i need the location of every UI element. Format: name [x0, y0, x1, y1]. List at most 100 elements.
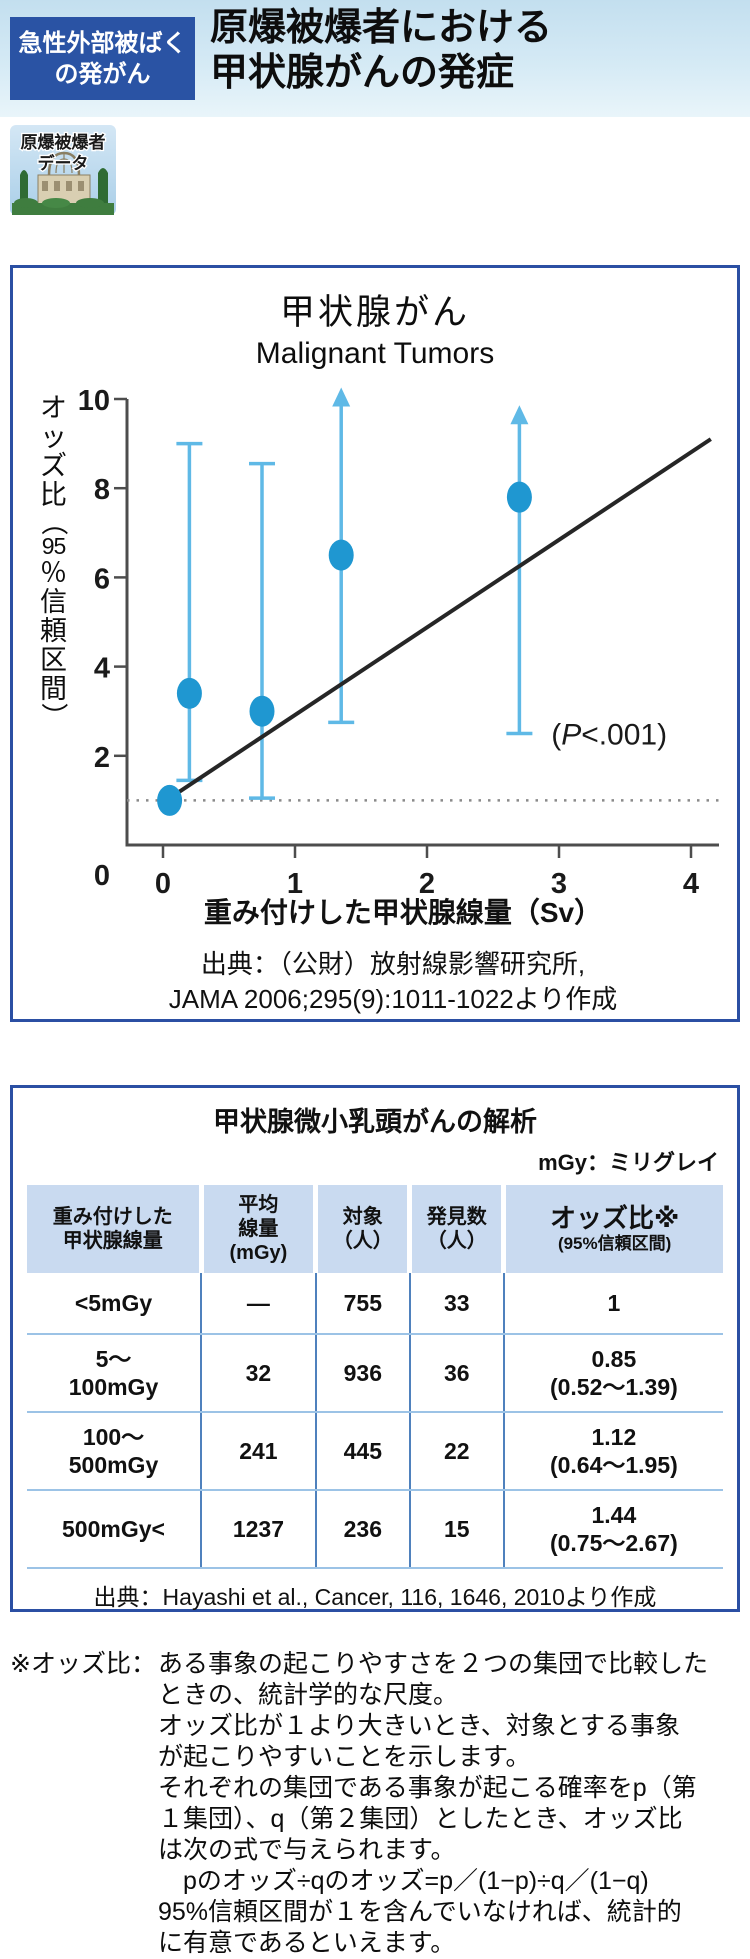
page-title: 原爆被爆者における 甲状腺がんの発症 — [210, 6, 552, 96]
table-cell: 241 — [201, 1412, 317, 1491]
table-cell: 100～ 500mGy — [27, 1412, 202, 1491]
odds-ratio-footnote: ※オッズ比： ある事象の起こりやすさを２つの集団で比較した ときの、統計学的な尺度… — [10, 1649, 747, 1959]
table-cell: 0.85 (0.52～1.39) — [503, 1334, 723, 1413]
column-header: 対象 （人） — [313, 1185, 413, 1273]
x-tick-label: 0 — [155, 868, 171, 895]
abomb-survivor-data-stamp: 原爆被爆者 データ — [8, 123, 118, 217]
y-axis-label-char: 信 — [40, 587, 67, 617]
chart-source-line1: 出典：（公財）放射線影響研究所, — [200, 949, 586, 979]
column-header: 発見数 （人） — [407, 1185, 507, 1273]
footnote-line: ある事象の起こりやすさを２つの集団で比較した — [157, 1650, 708, 1678]
table-cell: 1.44 (0.75～2.67) — [503, 1490, 723, 1569]
table-cell: 1.12 (0.64～1.95) — [503, 1412, 723, 1491]
axis-line — [125, 399, 719, 847]
footnote-label: ※オッズ比： — [10, 1650, 156, 1678]
y-axis-label-char: 頼 — [40, 616, 67, 646]
analysis-table: 重み付けした 甲状腺線量 平均 線量 (mGy) 対象 （人） 発見数 （人） オッズ比※ (95%… — [27, 1185, 723, 1569]
x-tick-label: 4 — [683, 868, 699, 895]
table-cell: 936 — [315, 1334, 411, 1413]
x-tick-label: 1 — [287, 868, 303, 895]
table-cell: 32 — [201, 1334, 317, 1413]
footnote-text: ある事象の起こりやすさを２つの集団で比較した ときの、統計学的な尺度。オッズ比が１… — [158, 1649, 747, 1959]
table-cell: — — [201, 1273, 317, 1335]
y-tick-label: 2 — [94, 742, 110, 774]
data-point — [157, 784, 183, 816]
table-title: 甲状腺微小乳頭がんの解析 — [213, 1107, 537, 1137]
y-axis-label-char: ズ — [40, 451, 67, 481]
y-tick-label: 4 — [94, 653, 110, 685]
y-axis-label-char: オ — [40, 393, 67, 423]
table-cell: 1237 — [201, 1490, 317, 1569]
column-header: 平均 線量 (mGy) — [198, 1185, 319, 1273]
column-header: オッズ比※ (95%信頼区間) — [501, 1185, 723, 1273]
footnote-line: は次の式で与えられます。 — [157, 1836, 456, 1864]
y-axis-label-char: 比 — [40, 480, 67, 510]
footnote-line: ときの、統計学的な尺度。 — [157, 1681, 458, 1709]
footnote-line: オッズ比が１より大きいとき、対象とする事象 — [157, 1712, 680, 1740]
stamp-label-line1: 原爆被爆者 — [21, 132, 106, 152]
chart-subtitle: Malignant Tumors — [255, 337, 495, 370]
y-axis-label-char: ％ — [40, 558, 67, 588]
y-axis-label-char: （ — [38, 508, 69, 536]
table-row: 5～ 100mGy 32 936 36 0.85 (0.52～1.39) — [27, 1334, 723, 1413]
chart-source: 出典：（公財）放射線影響研究所, JAMA 2006;295(9):1011-1… — [93, 947, 693, 1017]
y-tick-label: 10 — [78, 385, 110, 417]
table-cell: 33 — [409, 1273, 505, 1335]
chart-panel: 甲状腺がん Malignant Tumors オッズ比（95 ％信頼区間） 0 2 4… — [10, 265, 740, 1022]
y-axis-label-char: ッ — [40, 422, 67, 452]
table-cell: 15 — [409, 1490, 505, 1569]
footnote-line: に有意であるといえます。 — [157, 1929, 456, 1957]
table-cell: 755 — [315, 1273, 411, 1335]
page-header: 急性外部被ばく の発がん 原爆被爆者における 甲状腺がんの発症 — [0, 0, 750, 117]
table-cell: 36 — [409, 1334, 505, 1413]
table-cell: 236 — [315, 1490, 411, 1569]
table-header-row: 重み付けした 甲状腺線量 平均 線量 (mGy) 対象 （人） 発見数 （人） オッズ比※ (95%… — [27, 1185, 723, 1273]
footnote-line: が起こりやすいことを示します。 — [157, 1743, 531, 1771]
chart-title: 甲状腺がん — [279, 293, 470, 332]
y-axis-label: オッズ比（95 ％信頼区間） — [38, 393, 69, 730]
footnote-line: 95%信頼区間が１を含んでいなければ、統計的 — [157, 1898, 682, 1926]
data-point — [328, 539, 354, 571]
unit-note: mGy：ミリグレイ — [538, 1150, 719, 1175]
footnote-line: pのオッズ÷qのオッズ=p／(1−p)÷q／(1−q) — [157, 1867, 649, 1895]
trend-line — [168, 437, 712, 800]
footnote-line: １集団）、q（第２集団）としたとき、オッズ比 — [157, 1805, 683, 1833]
y-axis-label-char: 間 — [40, 674, 67, 704]
table-cell: <5mGy — [27, 1273, 202, 1335]
table-cell: 445 — [315, 1412, 411, 1491]
table-cell: 22 — [409, 1412, 505, 1491]
scatter-plot: 0 2 4 6 8 10 0 1 2 3 4 (P<.001) — [78, 385, 721, 895]
data-point — [249, 695, 275, 727]
x-tick-label: 2 — [419, 868, 435, 895]
page-title-line2: 甲状腺がんの発症 — [210, 52, 515, 94]
y-tick-label: 0 — [94, 860, 110, 892]
page-title-line1: 原爆被爆者における — [210, 7, 553, 49]
x-axis-label: 重み付けした甲状腺線量（Sv） — [203, 897, 603, 928]
y-tick-label: 8 — [94, 474, 110, 506]
chart-source-line2: JAMA 2006;295(9):1011-1022より作成 — [168, 984, 618, 1014]
x-tick-label: 3 — [551, 868, 567, 895]
y-axis-label-char: 区 — [40, 645, 67, 675]
stamp-label-line2: データ — [38, 153, 89, 173]
abomb-dome-icon: 原爆被爆者 データ — [10, 125, 116, 215]
data-point — [176, 677, 202, 709]
table-row: 100～ 500mGy 241 445 22 1.12 (0.64～1.95) — [27, 1412, 723, 1491]
y-axis-label-char: ） — [38, 702, 69, 730]
y-tick-label: 6 — [94, 563, 110, 595]
table-row: <5mGy —755 33 1 — [27, 1273, 723, 1335]
table-cell: 1 — [503, 1273, 723, 1335]
table-cell: 500mGy< — [27, 1490, 202, 1569]
data-point — [506, 481, 532, 513]
table-cell: 5～ 100mGy — [27, 1334, 202, 1413]
p-value-annotation: (P<.001) — [551, 719, 667, 752]
table-row: 500mGy< 1237 236 15 1.44 (0.75～2.67) — [27, 1490, 723, 1569]
error-bar-arrowhead — [510, 405, 529, 425]
y-axis-label-char: 95 — [41, 533, 67, 559]
table-panel: 甲状腺微小乳頭がんの解析 mGy：ミリグレイ 重み付けした 甲状腺線量 平均 線量 (m… — [10, 1085, 740, 1612]
column-header: 重み付けした 甲状腺線量 — [27, 1185, 204, 1273]
category-badge: 急性外部被ばく の発がん — [10, 17, 195, 100]
table-source: 出典：Hayashi et al., Cancer, 116, 1646, 20… — [93, 1584, 657, 1610]
badge-text-line1: 急性外部被ばく — [18, 29, 187, 57]
badge-text-line2: の発がん — [54, 60, 151, 88]
error-bar-arrowhead — [332, 387, 351, 407]
